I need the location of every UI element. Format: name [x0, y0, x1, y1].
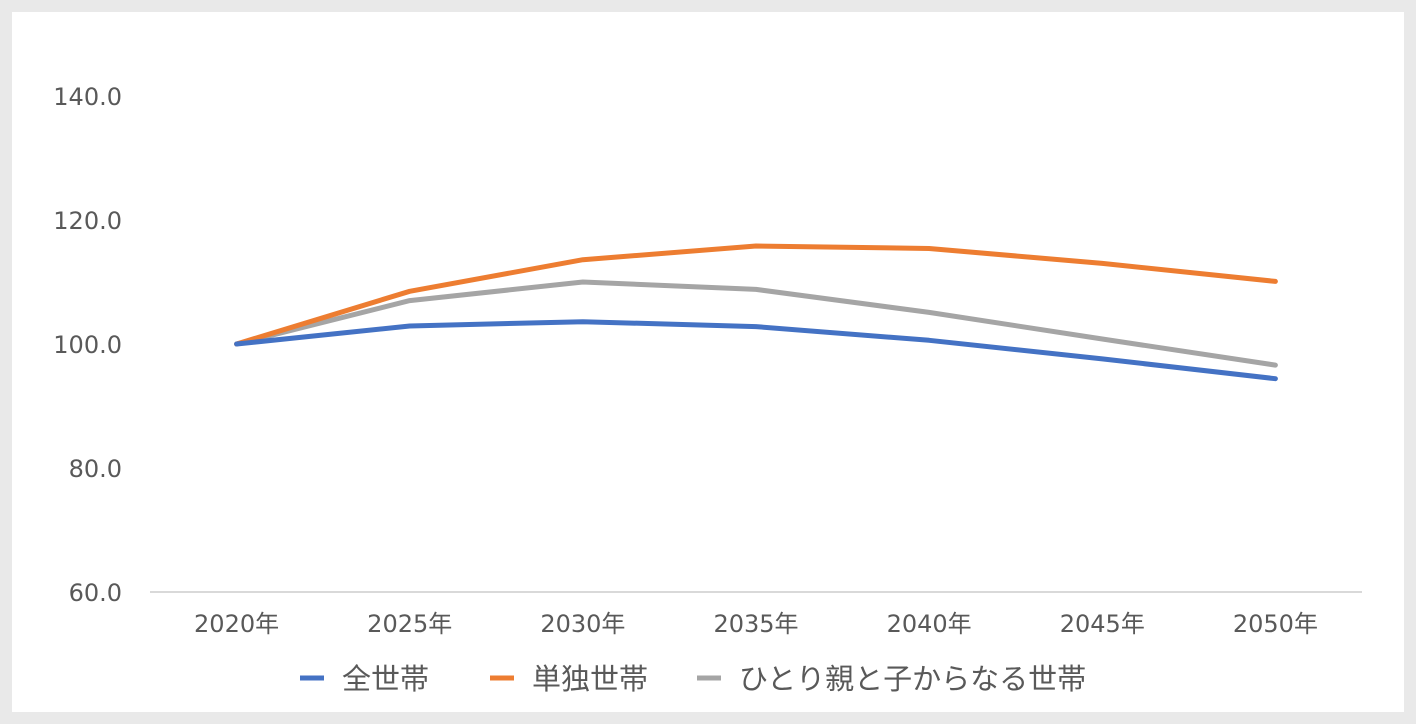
- legend-label: 全世帯: [342, 662, 429, 696]
- x-axis-ticks: 2020年 2025年 2030年 2035年 2040年 2045年 2050年: [194, 610, 1318, 638]
- x-tick-label: 2050年: [1233, 610, 1318, 638]
- series-line-1: [234, 243, 1278, 347]
- y-tick-label: 80.0: [69, 455, 122, 483]
- series-line-0: [234, 319, 1278, 382]
- y-tick-label: 60.0: [69, 579, 122, 607]
- legend-label: ひとり親と子からなる世帯: [739, 662, 1086, 696]
- legend: 全世帯 単独世帯 ひとり親と子からなる世帯: [300, 662, 1086, 696]
- legend-label: 単独世帯: [532, 662, 648, 696]
- x-tick-label: 2025年: [367, 610, 452, 638]
- y-axis-ticks: 140.0 120.0 100.0 80.0 60.0: [53, 83, 122, 607]
- y-tick-label: 100.0: [53, 331, 122, 359]
- series-lines: [234, 243, 1278, 382]
- x-tick-label: 2040年: [887, 610, 972, 638]
- y-tick-label: 120.0: [53, 207, 122, 235]
- x-tick-label: 2020年: [194, 610, 279, 638]
- x-tick-label: 2045年: [1060, 610, 1145, 638]
- chart-frame: 140.0 120.0 100.0 80.0 60.0 2020年 2025年 2030年 2…: [12, 12, 1404, 712]
- x-tick-label: 2030年: [540, 610, 625, 638]
- series-line-2: [234, 279, 1278, 368]
- y-tick-label: 140.0: [53, 83, 122, 111]
- x-tick-label: 2035年: [713, 610, 798, 638]
